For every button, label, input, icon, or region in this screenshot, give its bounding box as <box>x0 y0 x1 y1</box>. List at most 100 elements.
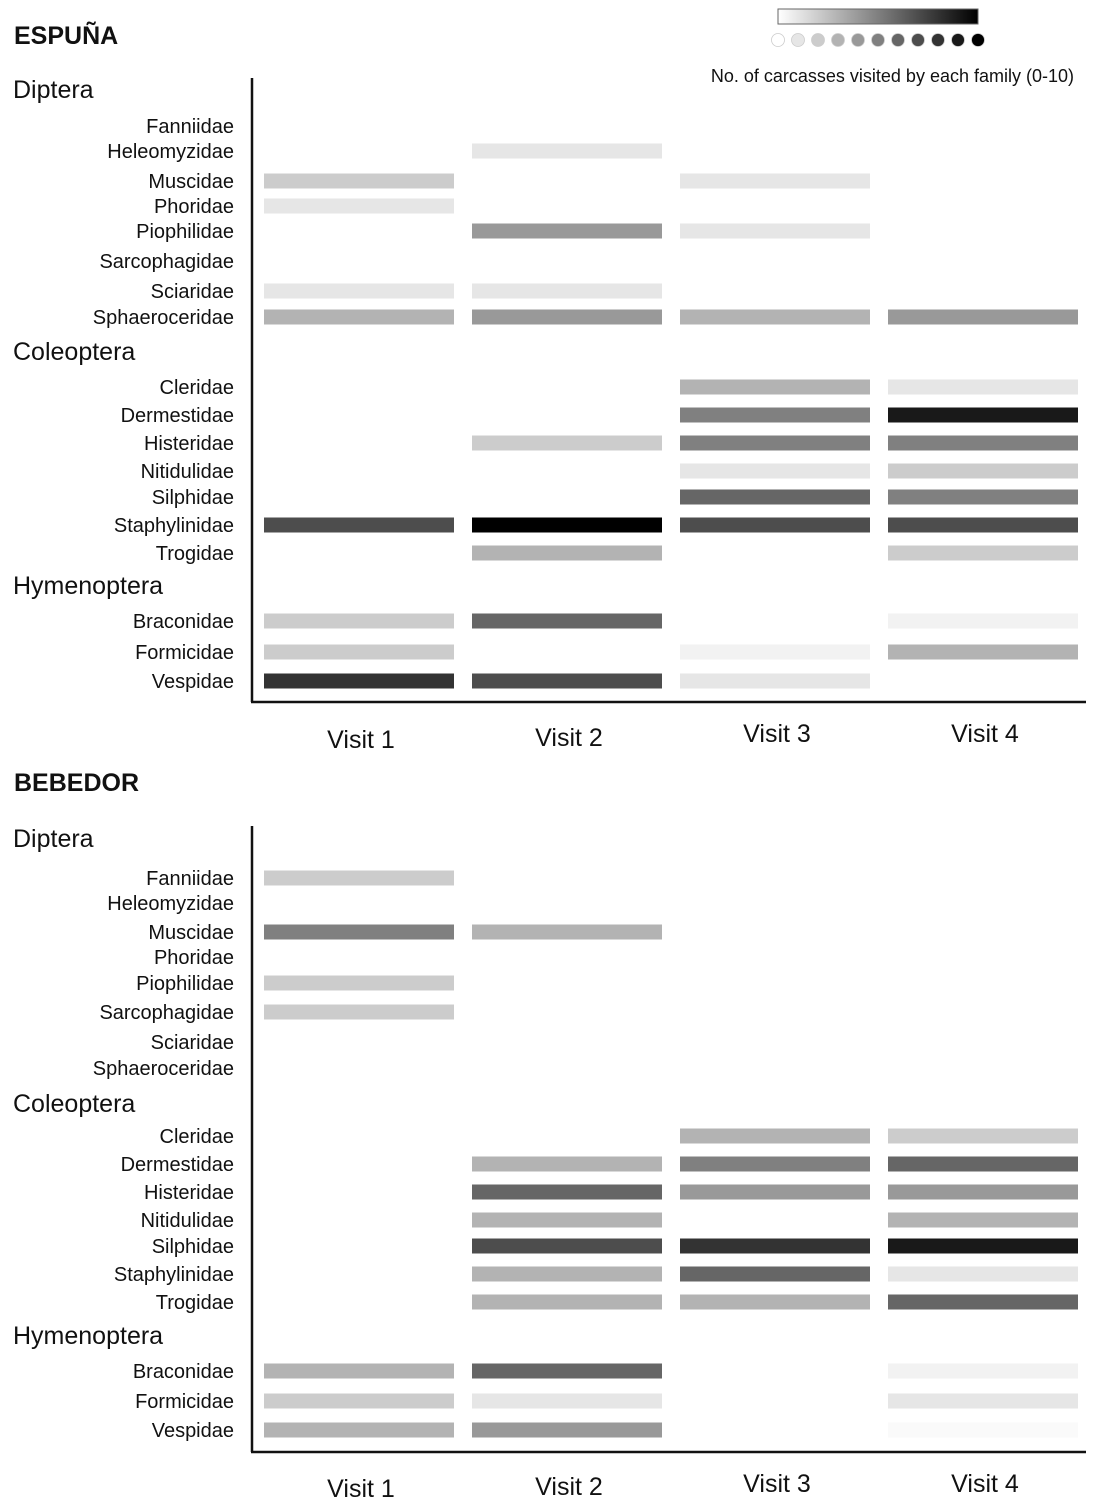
heat-cell-braconidae-visit-1 <box>264 613 454 629</box>
family-label: Braconidae <box>133 1361 234 1383</box>
family-label: Sciaridae <box>151 1032 234 1054</box>
family-label: Vespidae <box>152 671 234 693</box>
heat-cell-histeridae-visit-4 <box>888 435 1078 451</box>
heat-cell-nitidulidae-visit-2 <box>472 1212 662 1228</box>
heat-cell-trogidae-visit-2 <box>472 545 662 561</box>
legend-level-dot <box>871 33 885 47</box>
legend-gradient-bar <box>777 8 979 25</box>
family-label: Formicidae <box>135 1391 234 1413</box>
legend-level-dot <box>851 33 865 47</box>
heat-cell-sciaridae-visit-2 <box>472 283 662 299</box>
legend-level-dot <box>931 33 945 47</box>
family-label: Nitidulidae <box>141 461 234 483</box>
heat-cell-vespidae-visit-2 <box>472 1422 662 1438</box>
family-label: Staphylinidae <box>114 515 234 537</box>
heat-cell-dermestidae-visit-3 <box>680 1156 870 1172</box>
legend-level-dot <box>891 33 905 47</box>
heat-cell-formicidae-visit-3 <box>680 644 870 660</box>
heat-cell-sphaeroceridae-visit-4 <box>888 309 1078 325</box>
heat-cell-cleridae-visit-4 <box>888 379 1078 395</box>
family-label: Histeridae <box>144 1182 234 1204</box>
family-label: Formicidae <box>135 642 234 664</box>
family-label: Muscidae <box>148 171 234 193</box>
x-tick-label: Visit 4 <box>951 1470 1019 1498</box>
heat-cell-sciaridae-visit-1 <box>264 283 454 299</box>
heat-cell-fanniidae-visit-1 <box>264 870 454 886</box>
heat-cell-muscidae-visit-1 <box>264 173 454 189</box>
heat-cell-braconidae-visit-2 <box>472 613 662 629</box>
x-tick-label: Visit 4 <box>951 720 1019 748</box>
heat-cell-staphylinidae-visit-2 <box>472 517 662 533</box>
family-label: Muscidae <box>148 922 234 944</box>
heat-cell-braconidae-visit-4 <box>888 1363 1078 1379</box>
family-label: Braconidae <box>133 611 234 633</box>
heat-cell-vespidae-visit-4 <box>888 1422 1078 1438</box>
heat-cell-phoridae-visit-1 <box>264 198 454 214</box>
family-label: Sphaeroceridae <box>93 307 234 329</box>
family-label: Cleridae <box>160 1126 234 1148</box>
heat-cell-sphaeroceridae-visit-2 <box>472 309 662 325</box>
heat-cell-staphylinidae-visit-1 <box>264 517 454 533</box>
family-label: Heleomyzidae <box>107 141 234 163</box>
heat-cell-vespidae-visit-2 <box>472 673 662 689</box>
x-tick-label: Visit 1 <box>327 726 395 754</box>
heat-cell-sphaeroceridae-visit-1 <box>264 309 454 325</box>
order-label: Coleoptera <box>13 338 135 366</box>
heat-cell-staphylinidae-visit-2 <box>472 1266 662 1282</box>
x-tick-label: Visit 1 <box>327 1475 395 1501</box>
heat-cell-staphylinidae-visit-3 <box>680 517 870 533</box>
family-label: Silphidae <box>152 1236 234 1258</box>
heat-cell-staphylinidae-visit-4 <box>888 1266 1078 1282</box>
heat-cell-muscidae-visit-3 <box>680 173 870 189</box>
family-label: Sphaeroceridae <box>93 1058 234 1080</box>
order-label: Diptera <box>13 825 94 853</box>
heat-cell-vespidae-visit-3 <box>680 673 870 689</box>
family-label: Sarcophagidae <box>99 251 234 273</box>
heat-cell-cleridae-visit-3 <box>680 379 870 395</box>
order-label: Hymenoptera <box>13 1322 163 1350</box>
heat-cell-trogidae-visit-4 <box>888 545 1078 561</box>
heat-cell-dermestidae-visit-3 <box>680 407 870 423</box>
heat-cell-histeridae-visit-2 <box>472 1184 662 1200</box>
heat-cell-dermestidae-visit-4 <box>888 407 1078 423</box>
family-label: Fanniidae <box>146 868 234 890</box>
heat-cell-histeridae-visit-3 <box>680 435 870 451</box>
heat-cell-braconidae-visit-1 <box>264 1363 454 1379</box>
family-label: Silphidae <box>152 487 234 509</box>
x-tick-label: Visit 3 <box>743 1470 811 1498</box>
x-tick-label: Visit 2 <box>535 1473 603 1501</box>
family-label: Nitidulidae <box>141 1210 234 1232</box>
legend-level-dot <box>771 33 785 47</box>
family-label: Staphylinidae <box>114 1264 234 1286</box>
heat-cell-nitidulidae-visit-3 <box>680 463 870 479</box>
heat-cell-staphylinidae-visit-3 <box>680 1266 870 1282</box>
heat-cell-histeridae-visit-4 <box>888 1184 1078 1200</box>
heat-cell-vespidae-visit-1 <box>264 1422 454 1438</box>
family-label: Vespidae <box>152 1420 234 1442</box>
order-label: Hymenoptera <box>13 572 163 600</box>
heat-cell-trogidae-visit-4 <box>888 1294 1078 1310</box>
heat-cell-histeridae-visit-2 <box>472 435 662 451</box>
heat-cell-silphidae-visit-2 <box>472 1238 662 1254</box>
heat-cell-piophilidae-visit-1 <box>264 975 454 991</box>
heat-cell-formicidae-visit-4 <box>888 1393 1078 1409</box>
heat-cell-trogidae-visit-3 <box>680 1294 870 1310</box>
heat-cell-nitidulidae-visit-4 <box>888 463 1078 479</box>
heat-cell-braconidae-visit-2 <box>472 1363 662 1379</box>
heat-cell-formicidae-visit-4 <box>888 644 1078 660</box>
heat-cell-cleridae-visit-4 <box>888 1128 1078 1144</box>
x-tick-label: Visit 3 <box>743 720 811 748</box>
heat-cell-dermestidae-visit-2 <box>472 1156 662 1172</box>
family-label: Trogidae <box>156 1292 234 1314</box>
heat-cell-sarcophagidae-visit-1 <box>264 1004 454 1020</box>
heat-cell-braconidae-visit-4 <box>888 613 1078 629</box>
order-label: Diptera <box>13 76 94 104</box>
legend-caption: No. of carcasses visited by each family … <box>711 66 1074 86</box>
heat-cell-silphidae-visit-3 <box>680 1238 870 1254</box>
legend-level-dot <box>971 33 985 47</box>
family-label: Piophilidae <box>136 973 234 995</box>
panel-title: BEBEDOR <box>14 769 139 797</box>
family-label: Dermestidae <box>121 405 234 427</box>
family-label: Fanniidae <box>146 116 234 138</box>
